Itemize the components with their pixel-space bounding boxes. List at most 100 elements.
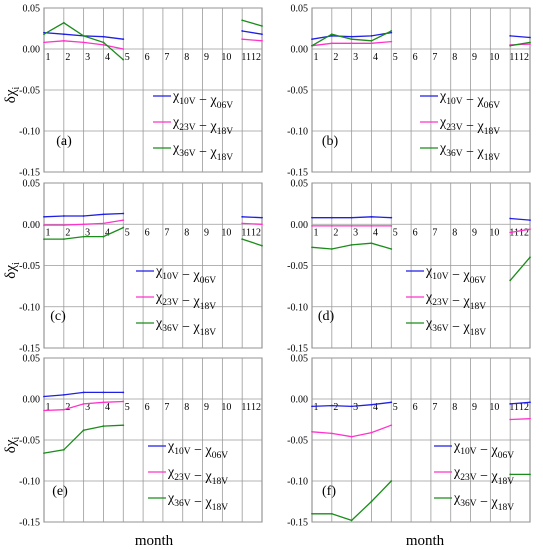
x-tick-label: 4 [373,227,378,238]
x-tick-label: 2 [65,402,70,413]
series-line [510,228,531,234]
data-point [82,223,85,226]
data-point [370,500,373,503]
data-point [62,39,65,42]
data-point [509,473,512,476]
data-point [102,222,105,225]
x-tick-label: 3 [85,227,90,238]
x-tick-label: 2 [65,52,70,63]
y-tick-label: -0.10 [19,127,40,138]
data-point [509,279,512,282]
legend: χ10V − χ06V χ23V − χ18V χ36V − χ18V [406,264,486,338]
legend-entry: χ36V − χ18V [439,141,500,163]
panel-label: (e) [52,484,68,499]
x-tick-label: 4 [373,52,378,63]
y-tick-label: 0.05 [291,4,309,15]
data-point [62,408,65,411]
data-point [330,216,333,219]
data-point [390,225,393,227]
x-tick-label: 8 [184,52,189,63]
y-tick-label: 0.05 [23,179,41,190]
data-point [370,225,373,227]
data-point [330,225,333,227]
data-point [43,238,45,241]
legend-entry: χ36V − χ18V [425,316,486,338]
y-tick-label: -0.15 [287,168,308,179]
data-point [311,225,313,227]
data-point [529,401,531,404]
y-tick-label: -0.10 [287,302,308,313]
y-tick-label: -0.05 [287,261,308,272]
x-tick-label: 4 [373,402,378,413]
data-point [241,238,244,241]
chart-panel-2: 0.050.00-0.05-0.10-0.151 2 3 4 5 6 7 8 9 10 11 12(b… [287,4,531,179]
y-axis-label: δχi [3,87,22,104]
data-point [241,19,244,22]
data-point [261,244,263,247]
data-point [350,225,353,227]
data-point [241,38,244,41]
x-tick-label: 5 [393,227,398,238]
y-tick-label: -0.15 [287,344,308,355]
x-tick-label: 5 [125,227,130,238]
data-point [122,219,125,222]
x-tick-label: 7 [432,402,437,413]
legend-entry: χ23V − χ18V [439,115,500,137]
series-line [242,19,263,27]
legend-entry: χ36V − χ18V [453,491,514,513]
y-tick-label: -0.10 [287,127,308,138]
data-point [43,409,45,412]
data-point [82,403,85,405]
data-point [390,40,393,43]
y-tick-label: -0.15 [287,518,308,529]
data-point [43,33,45,36]
data-point [122,391,125,394]
x-tick-label: 7 [164,52,169,63]
x-tick-label: 12 [251,52,261,63]
y-axis-label: δχi [3,437,22,454]
data-point [311,246,313,249]
data-point [529,43,531,45]
data-point [43,41,45,44]
panel-label: (d) [318,309,335,324]
x-tick-label: 11 [241,402,251,413]
x-tick-label: 1 [314,402,319,413]
x-tick-label: 1 [46,52,51,63]
data-point [62,448,65,451]
y-tick-label: -0.15 [19,344,40,355]
data-point [529,219,531,222]
y-tick-label: -0.05 [287,436,308,447]
data-point [311,512,313,515]
x-tick-label: 9 [472,52,477,63]
data-point [529,256,531,259]
data-point [509,34,512,37]
legend: χ10V − χ06V χ23V − χ18V χ36V − χ18V [434,439,514,513]
data-point [390,216,393,219]
data-point [330,42,333,45]
x-tick-label: 10 [489,52,499,63]
x-tick-label: 12 [519,52,529,63]
series-line [242,38,263,42]
data-point [370,34,373,37]
data-point [509,217,512,220]
legend-entry: χ10V − χ06V [167,439,228,461]
x-tick-label: 4 [105,227,110,238]
x-tick-label: 10 [221,52,231,63]
data-point [509,44,512,47]
legend-entry: χ10V − χ06V [172,89,233,111]
y-tick-label: 0.05 [291,354,309,365]
data-point [122,48,125,50]
legend-entry: χ36V − χ18V [155,316,216,338]
x-tick-label: 1 [314,52,319,63]
legend-entry: χ23V − χ18V [453,465,514,487]
data-point [390,31,393,34]
chart-panel-3: 0.050.00-0.05-0.10-0.151 2 3 4 5 6 7 8 9 10 11 12(c… [19,179,263,355]
x-tick-label: 6 [145,227,150,238]
x-tick-label: 3 [353,402,358,413]
series-line [510,401,531,405]
legend-entry: χ23V − χ18V [172,115,233,137]
legend-entry: χ10V − χ06V [155,264,216,286]
series-line [510,217,531,221]
x-tick-label: 7 [164,227,169,238]
x-tick-label: 3 [353,227,358,238]
